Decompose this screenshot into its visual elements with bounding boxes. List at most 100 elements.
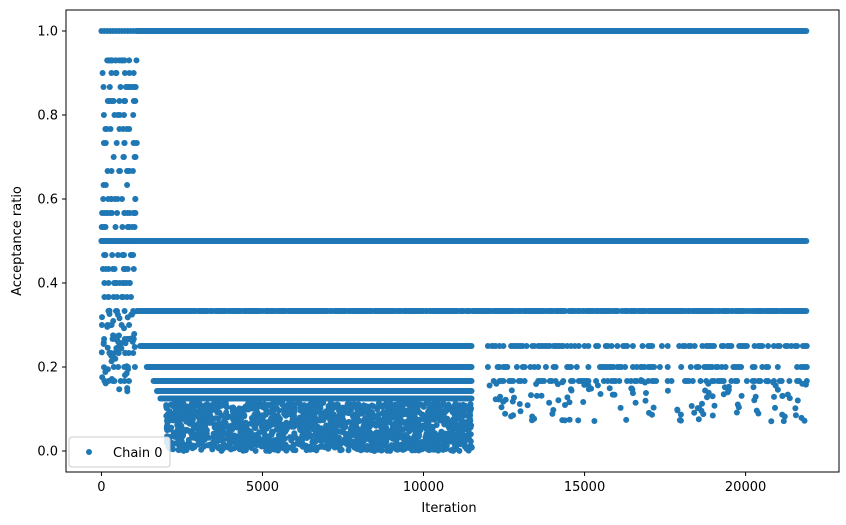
data-point [346,404,353,411]
data-point [440,412,447,419]
data-point [320,417,327,424]
data-point [130,140,137,146]
data-point [303,435,310,441]
data-point [131,364,138,370]
data-point [202,429,209,435]
data-point [229,412,236,419]
data-point [435,447,442,454]
data-point [228,446,234,453]
data-point [99,374,106,381]
data-point [468,444,475,451]
data-point [98,322,105,328]
data-point [256,429,263,436]
data-point [234,424,240,431]
data-point [118,294,125,300]
data-point [382,414,389,420]
data-point [130,252,137,258]
data-point [121,70,128,76]
data-point [174,412,181,419]
data-point [222,415,229,422]
data-point [101,294,108,300]
data-point [380,424,387,431]
data-point [346,418,352,425]
data-point [111,266,118,272]
data-point [467,424,474,431]
data-point [316,429,323,436]
data-point [421,414,428,421]
data-point [123,336,130,342]
data-point [198,446,205,453]
data-point [468,378,475,384]
data-point [212,434,219,441]
data-point [112,70,119,76]
data-point [283,447,290,454]
data-point [126,168,133,174]
data-point [108,168,115,174]
data-point [374,437,381,443]
data-point [98,349,105,356]
data-point [291,407,298,414]
data-point [133,57,140,64]
data-point [103,126,110,132]
data-point [405,407,412,414]
data-point [365,431,372,438]
data-point [105,266,112,272]
data-point [290,441,297,448]
data-point [199,439,206,446]
data-point [175,447,182,454]
data-point [130,266,137,272]
data-point [281,421,287,428]
data-point [163,402,170,409]
data-point [112,57,119,64]
data-point [112,224,119,230]
data-point [266,448,273,454]
data-point [428,439,435,446]
data-point [124,266,131,272]
data-point [468,364,475,370]
data-point [277,441,284,448]
data-point [398,434,405,441]
data-point [121,57,128,64]
data-point [118,322,125,328]
data-point [451,411,458,418]
data-point [101,224,108,230]
data-point [289,402,296,409]
data-point [803,238,810,244]
data-point [133,238,140,244]
data-point [257,415,264,422]
data-point [384,447,391,454]
data-point [102,369,109,375]
data-point [121,308,128,314]
data-point [370,431,377,438]
data-point [120,154,127,160]
data-point [178,406,185,413]
data-point [182,426,189,433]
data-point [100,84,107,90]
data-point [406,428,413,435]
data-point [803,308,810,314]
data-point [460,426,467,433]
data-point [111,378,118,384]
data-point [120,252,127,258]
data-point [323,432,330,439]
data-point [232,439,239,446]
data-point [351,401,358,408]
data-point [122,350,129,356]
data-point [269,421,276,428]
data-point [176,400,183,407]
data-point [100,339,107,346]
data-point [459,440,466,447]
data-point [301,402,308,409]
data-point [414,399,421,406]
data-point [323,423,330,430]
data-point [110,364,117,370]
data-point [121,210,128,216]
data-point [119,224,126,230]
chart-points [98,28,810,454]
data-point [371,443,378,449]
data-point [274,412,281,419]
data-point [385,404,392,411]
data-point [433,399,439,406]
data-point [183,418,190,425]
data-point [210,442,217,449]
